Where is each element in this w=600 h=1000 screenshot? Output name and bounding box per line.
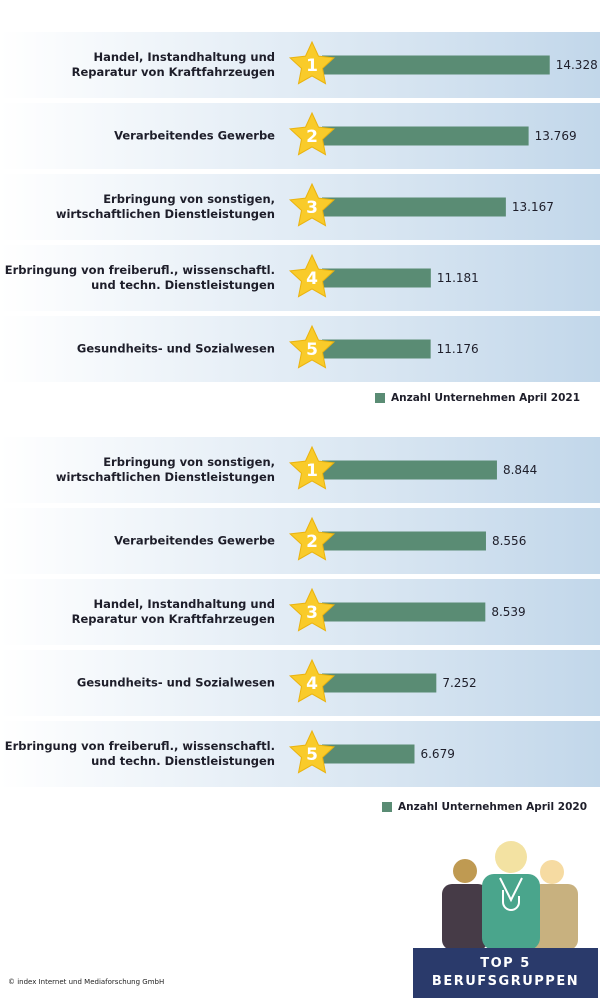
rank-number: 1 xyxy=(306,461,318,481)
rank-number: 3 xyxy=(306,198,318,218)
value-label: 8.539 xyxy=(491,605,526,619)
bar xyxy=(322,460,497,480)
category-label: Verarbeitendes Gewerbe xyxy=(114,128,275,143)
people-illustration xyxy=(442,841,578,950)
category-label: Gesundheits- und Sozialwesen xyxy=(76,341,275,356)
rank-number: 5 xyxy=(306,340,318,360)
rank-star xyxy=(288,729,336,774)
rank-star xyxy=(288,40,336,85)
value-label: 7.252 xyxy=(442,676,477,690)
value-label: 6.679 xyxy=(420,747,455,761)
rank-number: 1 xyxy=(306,56,318,76)
bar xyxy=(322,197,506,217)
rank-number: 3 xyxy=(306,603,318,623)
legend-swatch xyxy=(374,393,385,403)
badge-line: BERUFSGRUPPEN xyxy=(431,974,580,989)
legend-label: Anzahl Unternehmen April 2021 xyxy=(390,392,580,404)
rank-star xyxy=(288,253,336,298)
rank-star xyxy=(288,182,336,227)
legend-item: Anzahl Unternehmen April 2020 xyxy=(381,801,587,813)
credit: © index Internet und Mediaforschung GmbH xyxy=(8,978,165,986)
category-label: Erbringung von sonstigen, wirtschaftlich… xyxy=(55,192,275,221)
legend-item: Anzahl Unternehmen April 2021 xyxy=(374,392,580,404)
value-label: 14.328 xyxy=(555,58,598,72)
value-label: 11.181 xyxy=(436,271,479,285)
bar xyxy=(322,126,529,146)
rank-star xyxy=(288,658,336,703)
category-label: Gesundheits- und Sozialwesen xyxy=(76,675,275,690)
rank-star xyxy=(288,111,336,156)
category-label: Verarbeitendes Gewerbe xyxy=(114,533,275,548)
rank-star xyxy=(288,445,336,490)
legend-swatch xyxy=(381,802,392,812)
rank-star xyxy=(288,587,336,632)
rank-star xyxy=(288,516,336,561)
rank-star xyxy=(288,324,336,369)
bar xyxy=(322,744,415,764)
rank-number: 2 xyxy=(306,532,318,552)
category-label: Handel, Instandhaltung und Reparatur von… xyxy=(71,597,275,626)
rank-number: 4 xyxy=(306,269,318,289)
category-label: Erbringung von sonstigen, wirtschaftlich… xyxy=(55,455,275,484)
bar xyxy=(322,339,431,359)
category-label: Handel, Instandhaltung und Reparatur von… xyxy=(71,50,275,79)
bar xyxy=(322,602,486,622)
value-label: 8.556 xyxy=(491,534,527,548)
category-label: Erbringung von freiberufl., wissenschaft… xyxy=(4,263,275,292)
value-label: 8.844 xyxy=(502,463,538,477)
bar xyxy=(322,268,431,288)
rank-number: 4 xyxy=(306,674,318,694)
bar xyxy=(322,55,550,75)
badge-line: TOP 5 xyxy=(480,956,531,971)
bar xyxy=(322,673,437,693)
legend-label: Anzahl Unternehmen April 2020 xyxy=(397,801,587,813)
bar xyxy=(322,531,486,551)
value-label: 13.167 xyxy=(511,200,554,214)
value-label: 13.769 xyxy=(534,129,577,143)
rank-number: 5 xyxy=(306,745,318,765)
rank-number: 2 xyxy=(306,127,318,147)
category-label: Erbringung von freiberufl., wissenschaft… xyxy=(4,739,275,768)
badge: TOP 5 BERUFSGRUPPEN xyxy=(413,948,598,998)
value-label: 11.176 xyxy=(436,342,479,356)
